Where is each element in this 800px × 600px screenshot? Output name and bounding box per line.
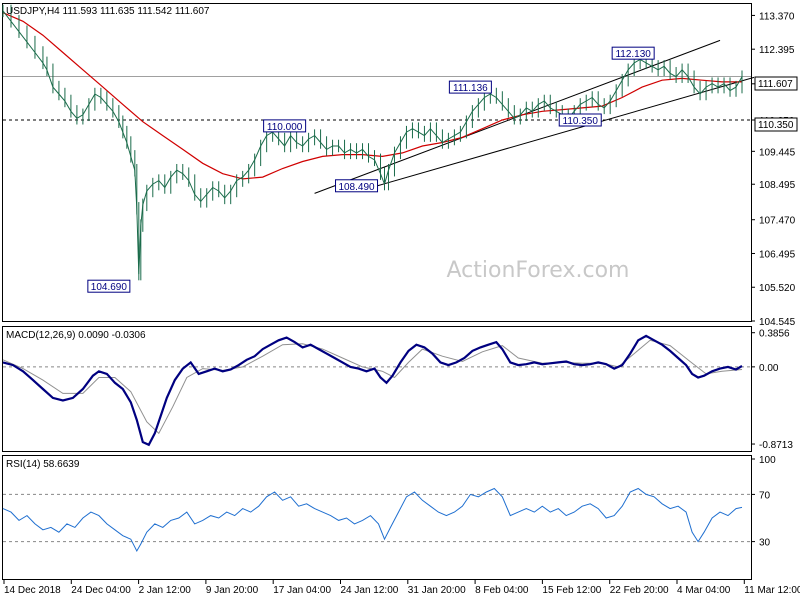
price-annotation-box: [87, 279, 131, 293]
rsi-y-tick-label: 30: [759, 538, 771, 549]
x-tick-label: 4 Mar 04:00: [677, 585, 731, 596]
support-price-tag: [754, 117, 798, 132]
current-price-label: 111.607: [758, 79, 793, 90]
rsi-y-tick-label: 70: [759, 490, 771, 501]
rsi-y-tick-label: 100: [759, 455, 776, 466]
price-annotation-box: [448, 80, 492, 94]
x-tick-label: 9 Jan 20:00: [206, 585, 259, 596]
x-tick-label: 22 Feb 20:00: [610, 585, 669, 596]
x-tick-label: 15 Feb 12:00: [542, 585, 601, 596]
price-annotation-label: 104.690: [91, 282, 128, 293]
current-price-tag: [754, 76, 798, 91]
watermark: ActionForex.com: [447, 258, 630, 283]
price-close-line: [2, 10, 743, 275]
x-tick-label: 2 Jan 12:00: [139, 585, 192, 596]
price-y-tick-label: 108.495: [759, 180, 796, 191]
macd-y-tick-label: -0.8713: [759, 440, 793, 451]
price-annotation-label: 110.000: [267, 122, 303, 133]
price-annotation-box: [611, 46, 655, 60]
price-annotation-box: [263, 119, 307, 133]
macd-title: MACD(12,26,9) 0.0090 -0.0306: [6, 330, 146, 341]
price-annotation-box: [335, 179, 379, 193]
price-y-tick-label: 112.395: [759, 45, 795, 56]
price-annotation-label: 111.136: [453, 83, 488, 94]
macd-panel-frame: [2, 326, 752, 452]
rsi-panel-frame: [2, 455, 752, 580]
support-price-label: 110.350: [758, 120, 794, 131]
price-annotation-label: 110.350: [563, 116, 599, 127]
x-tick-label: 31 Jan 20:00: [408, 585, 466, 596]
price-annotation-label: 108.490: [338, 182, 375, 193]
macd-main-line: [2, 334, 743, 447]
price-y-tick-label: 107.470: [759, 216, 796, 227]
price-annotation-box: [558, 113, 602, 127]
x-tick-label: 17 Jan 04:00: [273, 585, 331, 596]
macd-y-tick-label: 0.3856: [759, 329, 790, 340]
price-y-tick-label: 113.370: [759, 11, 795, 22]
x-tick-label: 8 Feb 04:00: [475, 585, 529, 596]
price-y-tick-label: 104.545: [759, 317, 796, 328]
moving-average-line: [2, 12, 742, 180]
rsi-title: RSI(14) 58.6639: [6, 459, 80, 470]
x-tick-label: 11 Mar 12:00: [744, 585, 800, 596]
price-y-tick-label: 109.445: [759, 147, 796, 158]
x-tick-label: 24 Dec 04:00: [71, 585, 131, 596]
x-tick-label: 24 Jan 12:00: [341, 585, 399, 596]
price-y-tick-label: 106.495: [759, 249, 796, 260]
macd-y-tick-label: 0.00: [759, 363, 779, 374]
price-annotation-label: 112.130: [615, 49, 651, 60]
price-y-tick-label: 105.520: [759, 283, 796, 294]
x-tick-label: 14 Dec 2018: [4, 585, 61, 596]
channel-line-1: [377, 76, 755, 187]
rsi-line: [2, 487, 743, 553]
price-title: USDJPY,H4 111.593 111.635 111.542 111.60…: [6, 6, 210, 17]
